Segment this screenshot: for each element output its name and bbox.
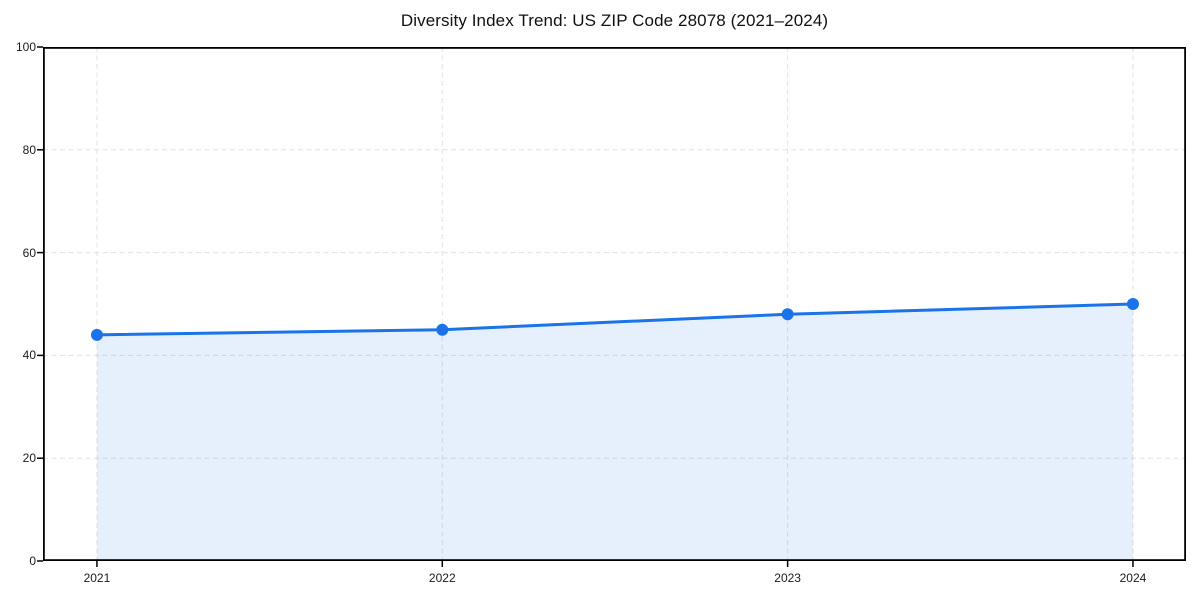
data-point-marker: [90, 328, 103, 341]
data-point-marker: [781, 308, 794, 321]
y-tick-label: 0: [29, 554, 36, 568]
x-tick-label: 2022: [428, 571, 456, 585]
chart-title: Diversity Index Trend: US ZIP Code 28078…: [400, 11, 829, 30]
x-tick-label: 2021: [83, 571, 111, 585]
line-area-plot: [37, 46, 1186, 567]
area-fill: [96, 304, 1133, 561]
y-tick-label: 60: [22, 245, 36, 260]
trend-line: [95, 302, 1135, 337]
data-point-marker: [436, 323, 449, 336]
y-tick-label: 20: [22, 451, 36, 466]
x-tick-label: 2023: [774, 571, 801, 585]
plot-border: [42, 46, 1186, 562]
y-tick-label: 40: [22, 348, 36, 363]
data-point-marker: [1126, 298, 1139, 310]
y-tick-label: 100: [15, 40, 36, 54]
y-tick-label: 80: [22, 142, 36, 157]
x-tick-label: 2024: [1119, 571, 1147, 585]
plot-area: [37, 46, 1186, 567]
